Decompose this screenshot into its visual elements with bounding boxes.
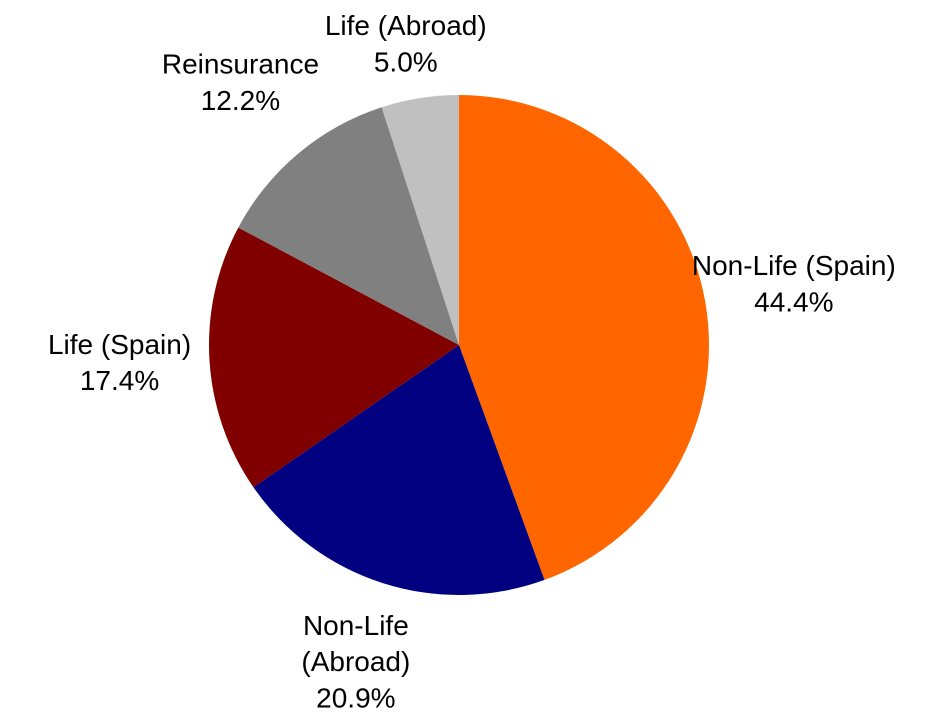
pie-slice	[253, 345, 545, 596]
value-label: 20.9%	[316, 682, 395, 713]
value-label: 17.4%	[80, 365, 159, 396]
category-label-line: Reinsurance	[162, 49, 319, 80]
pie-slice	[208, 227, 459, 488]
value-label: 44.4%	[754, 286, 833, 317]
category-label: Life (Spain)	[48, 329, 191, 360]
category-label-line: Life (Abroad)	[325, 10, 487, 41]
category-label: Non-Life (Abroad)	[301, 610, 410, 677]
category-label: Non-Life (Spain)	[692, 250, 896, 281]
pie-slice	[459, 95, 710, 580]
category-label: Reinsurance	[162, 49, 319, 80]
category-label-line: Non-Life (Spain)	[692, 250, 896, 281]
pie-slice	[238, 107, 459, 345]
category-label-line: Non-Life	[303, 610, 409, 641]
category-label: Life (Abroad)	[325, 10, 487, 41]
value-label: 12.2%	[201, 85, 280, 116]
category-label-line: (Abroad)	[301, 646, 410, 677]
pie-slice	[381, 95, 459, 345]
category-label-line: Life (Spain)	[48, 329, 191, 360]
value-label: 5.0%	[374, 46, 438, 77]
